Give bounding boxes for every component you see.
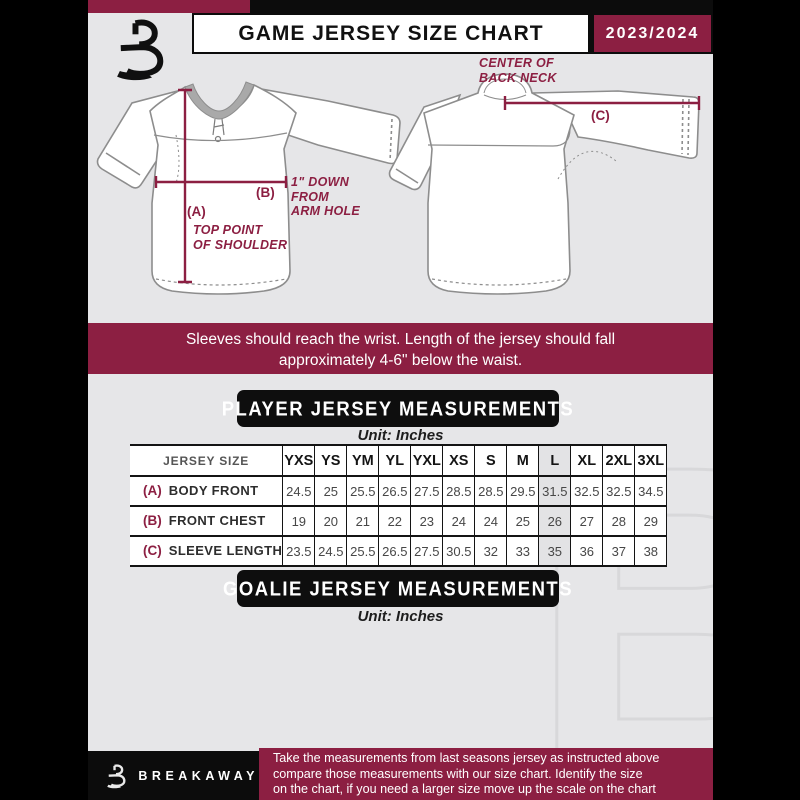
size-col-header: 3XL	[634, 444, 668, 477]
measurement-cell: 33	[506, 535, 539, 567]
table-row: (C) SLEEVE LENGTH 23.5 24.5 25.5 26.5 27.…	[130, 535, 668, 567]
measure-c-line	[503, 96, 701, 110]
jersey-diagrams: (A) (B) (C) TOP POINT OF SHOULDER 1" DOW…	[88, 53, 713, 323]
measure-b-line	[154, 176, 288, 188]
size-col-header: M	[506, 444, 539, 477]
footer-line-3: on the chart, if you need a larger size …	[273, 782, 656, 797]
measurement-cell: 37	[602, 535, 635, 567]
measurement-cell: 32.5	[602, 475, 635, 507]
season-badge: 2023/2024	[594, 15, 711, 52]
top-black-strip	[250, 0, 713, 13]
size-col-header: XL	[570, 444, 603, 477]
goalie-unit-label: Unit: Inches	[357, 608, 444, 625]
measurement-cell: 29.5	[506, 475, 539, 507]
size-col-header: YXS	[282, 444, 315, 477]
measurement-cell: 23	[410, 505, 443, 537]
row-label: (A)BODY FRONT	[130, 475, 283, 507]
measurement-cell: 27.5	[410, 475, 443, 507]
measurement-cell: 27.5	[410, 535, 443, 567]
size-col-header: YM	[346, 444, 379, 477]
measurement-lines	[154, 88, 701, 284]
breakaway-logo-icon-small	[107, 763, 126, 788]
player-unit-label: Unit: Inches	[357, 427, 444, 444]
measurement-cell: 26.5	[378, 535, 411, 567]
size-col-header: 2XL	[602, 444, 635, 477]
row-label: (B) FRONT CHEST	[130, 505, 283, 537]
front-jersey-diagram	[96, 81, 401, 295]
table-row: (A) BODY FRONT 24.5 25 25.5 26.5 27.5 28.…	[130, 475, 668, 507]
season-label: 2023/2024	[605, 24, 700, 42]
measurement-cell: 24.5	[314, 535, 347, 567]
fit-notice-banner: Sleeves should reach the wrist. Length o…	[88, 323, 713, 374]
label-a: (A)	[187, 204, 206, 219]
size-col-header: XS	[442, 444, 475, 477]
measurement-cell: 26.5	[378, 475, 411, 507]
measurement-cell: 31.5	[538, 475, 571, 507]
measurement-cell: 22	[378, 505, 411, 537]
measurement-cell: 24	[442, 505, 475, 537]
note-down-from-armhole: 1" DOWN FROM ARM HOLE	[291, 175, 361, 218]
brand-name: BREAKAWAY	[138, 768, 259, 783]
goalie-section-banner: GOALIE JERSEY MEASUREMENTS	[223, 570, 572, 607]
measurement-cell: 25.5	[346, 535, 379, 567]
measurement-cell: 28.5	[474, 475, 507, 507]
footer-line-1: Take the measurements from last seasons …	[273, 751, 660, 765]
measurement-cell: 25.5	[346, 475, 379, 507]
size-col-header: L	[538, 444, 571, 477]
measurement-cell: 35	[538, 535, 571, 567]
player-section-banner: PLAYER JERSEY MEASUREMENTS	[222, 390, 573, 427]
size-col-header: YS	[314, 444, 347, 477]
measurement-cell: 36	[570, 535, 603, 567]
player-banner-label: PLAYER JERSEY MEASUREMENTS	[221, 396, 575, 420]
table-row: (B) FRONT CHEST 19 20 21 22 23 24 24 25 2…	[130, 505, 668, 537]
player-size-table: JERSEY SIZE YXS YS YM YL YXL XS S M L XL…	[130, 444, 668, 567]
size-col-header: S	[474, 444, 507, 477]
title-box: GAME JERSEY SIZE CHART	[194, 15, 588, 52]
size-col-header: YL	[378, 444, 411, 477]
measurement-cell: 24.5	[282, 475, 315, 507]
measurement-cell: 38	[634, 535, 668, 567]
measurement-cell: 30.5	[442, 535, 475, 567]
measurement-cell: 27	[570, 505, 603, 537]
back-jersey-diagram	[388, 73, 700, 295]
row-label: (C) SLEEVE LENGTH	[130, 535, 283, 567]
measurement-cell: 28.5	[442, 475, 475, 507]
footer-instructions: Take the measurements from last seasons …	[259, 748, 713, 800]
measurement-cell: 29	[634, 505, 668, 537]
corner-label: JERSEY SIZE	[130, 444, 283, 477]
measurement-cell: 28	[602, 505, 635, 537]
measurement-cell: 19	[282, 505, 315, 537]
measure-a-line	[178, 88, 192, 284]
table-header-row: JERSEY SIZE YXS YS YM YL YXL XS S M L XL…	[130, 444, 668, 477]
notice-line-1: Sleeves should reach the wrist. Length o…	[185, 331, 616, 348]
measurement-cell: 34.5	[634, 475, 668, 507]
measurement-cell: 23.5	[282, 535, 315, 567]
page-title: GAME JERSEY SIZE CHART	[238, 21, 544, 45]
footer-line-2: compare those measurements with our size…	[273, 766, 643, 781]
chart-sheet: B GAME JERSEY SIZE CHART 2023/2024	[88, 0, 713, 800]
measurement-cell: 21	[346, 505, 379, 537]
goalie-banner-label: GOALIE JERSEY MEASUREMENTS	[222, 576, 574, 600]
label-c: (C)	[591, 108, 610, 123]
notice-line-2: approximately 4-6" below the waist.	[278, 352, 523, 369]
note-top-point-of-shoulder: TOP POINT OF SHOULDER	[193, 223, 288, 252]
measurement-cell: 25	[506, 505, 539, 537]
footer-brand-bar: BREAKAWAY	[88, 751, 259, 800]
measurement-cell: 24	[474, 505, 507, 537]
size-col-header: YXL	[410, 444, 443, 477]
measurement-cell: 20	[314, 505, 347, 537]
header-band: GAME JERSEY SIZE CHART 2023/2024	[192, 13, 713, 54]
measurement-cell: 25	[314, 475, 347, 507]
top-accent-strip	[88, 0, 250, 13]
note-center-of-back-neck: CENTER OF BACK NECK	[479, 56, 557, 85]
breakaway-logo-icon	[117, 19, 164, 81]
measurement-cell: 32.5	[570, 475, 603, 507]
measurement-cell: 26	[538, 505, 571, 537]
label-b: (B)	[256, 185, 275, 200]
jersey-line-art	[96, 73, 701, 295]
measurement-cell: 32	[474, 535, 507, 567]
